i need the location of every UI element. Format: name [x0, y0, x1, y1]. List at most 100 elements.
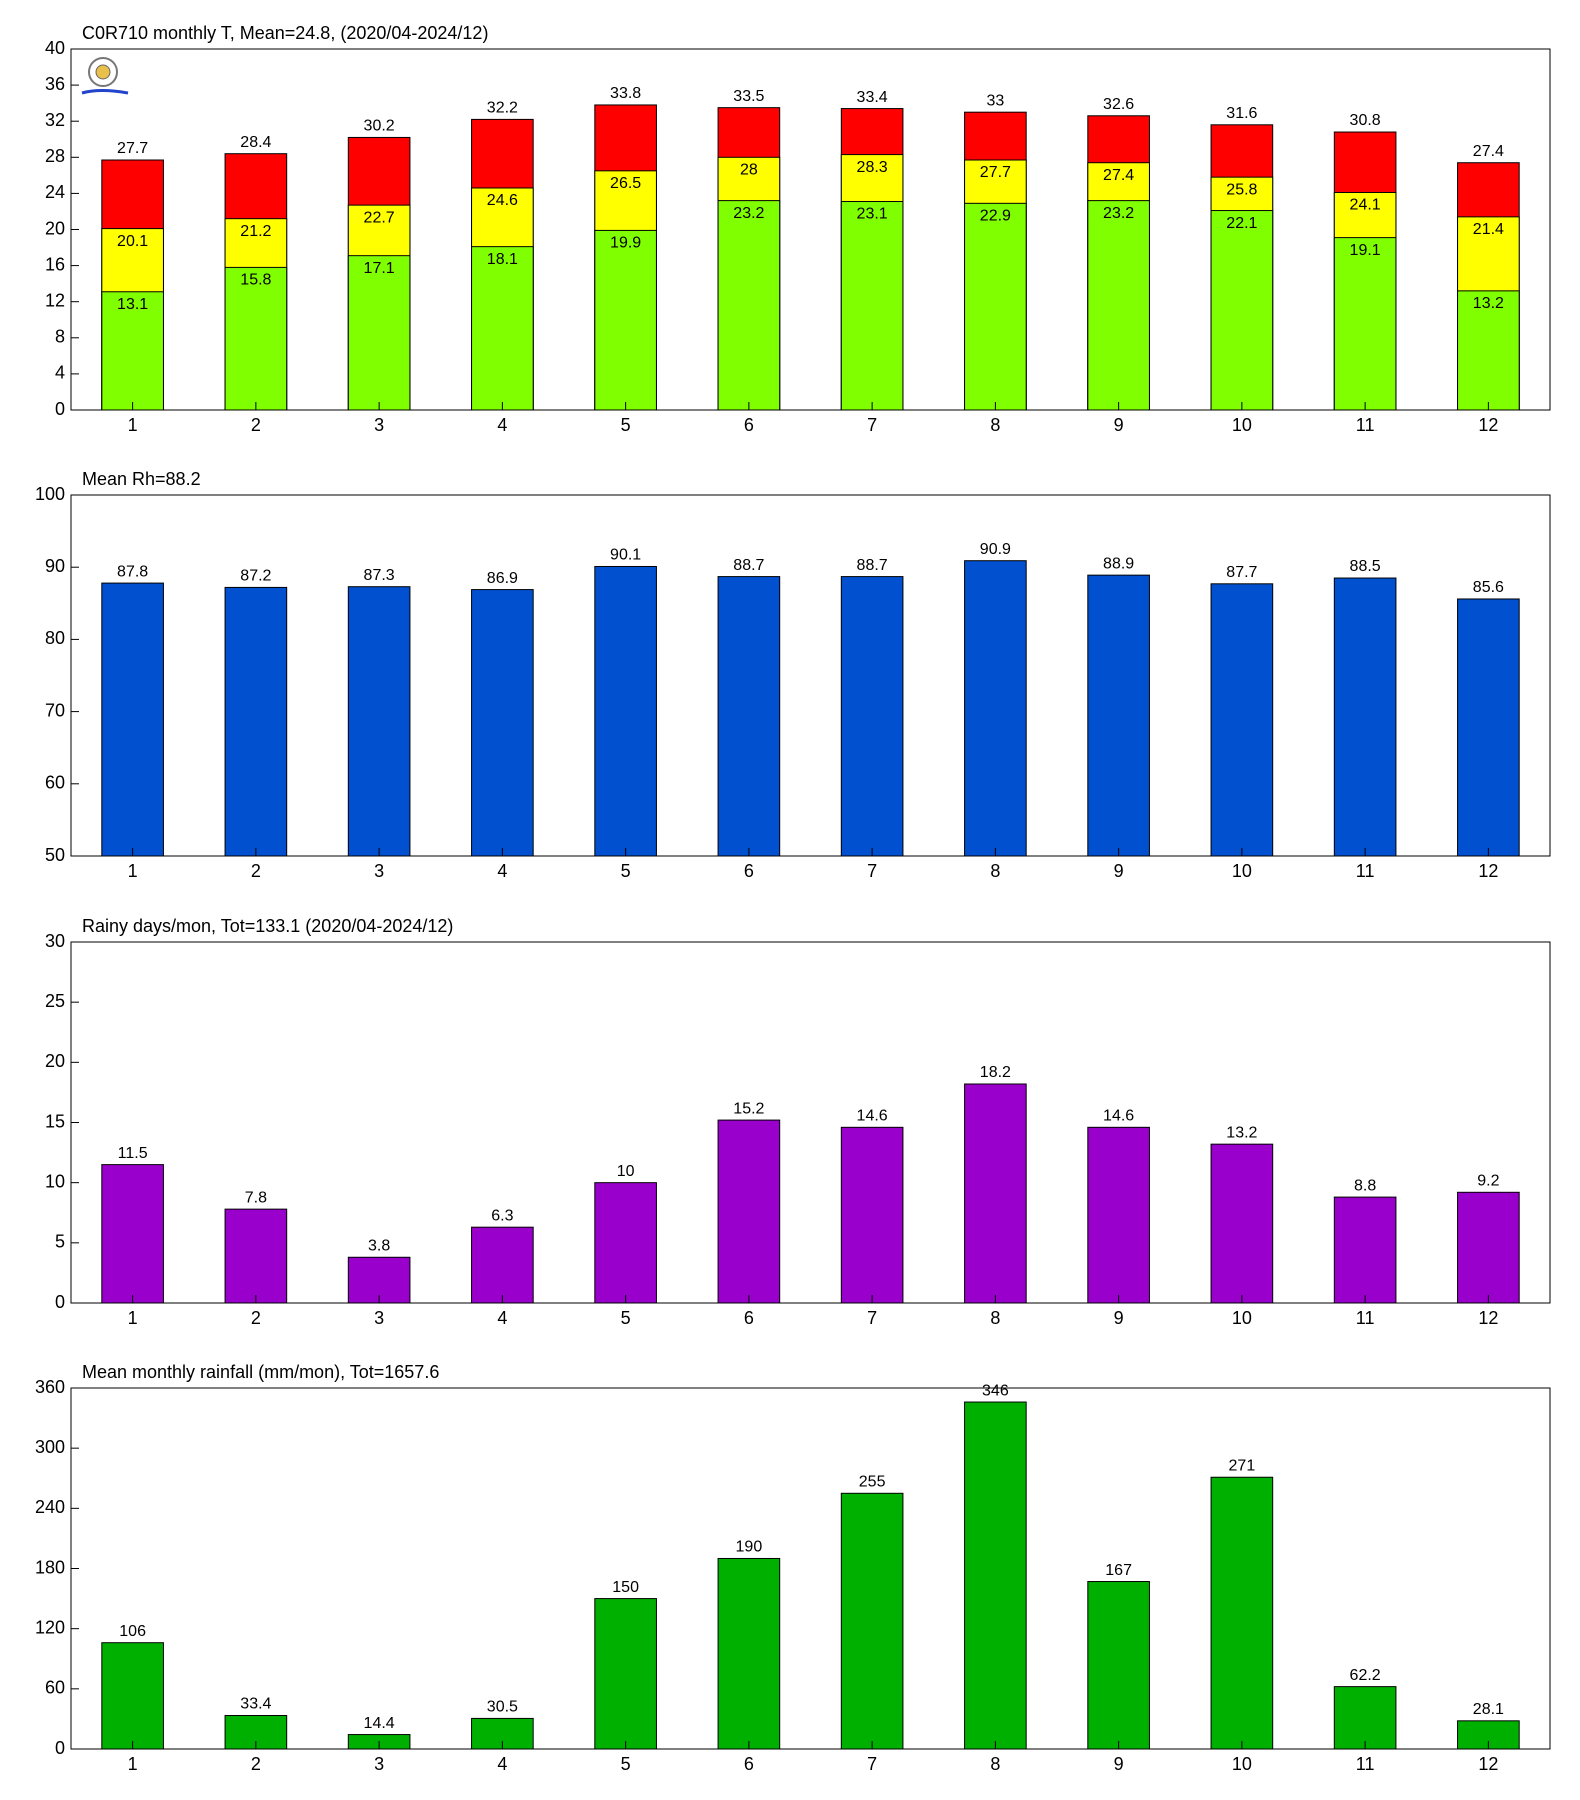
y-tick-label: 0 — [55, 1292, 65, 1312]
data-label: 24.6 — [487, 192, 518, 209]
x-tick-label: 8 — [990, 1754, 1000, 1774]
y-tick-label: 60 — [45, 1678, 65, 1698]
data-label: 19.1 — [1350, 242, 1381, 259]
x-tick-label: 3 — [374, 861, 384, 881]
bar — [1333, 1686, 1397, 1750]
x-tick-label: 5 — [621, 1754, 631, 1774]
data-label: 150 — [612, 1579, 639, 1596]
x-tick-label: 6 — [744, 861, 754, 881]
data-label: 90.9 — [980, 541, 1011, 558]
y-tick-label: 36 — [45, 74, 65, 94]
x-tick-label: 4 — [497, 1754, 507, 1774]
plot-frame — [70, 48, 1551, 411]
x-tick-label: 2 — [251, 861, 261, 881]
x-tick-label: 8 — [990, 1308, 1000, 1328]
x-tick-label: 10 — [1232, 415, 1252, 435]
chart-title: Mean monthly rainfall (mm/mon), Tot=1657… — [82, 1362, 439, 1382]
bar — [1210, 583, 1274, 857]
x-tick-label: 1 — [128, 415, 138, 435]
bar — [1457, 1720, 1520, 1750]
bar — [101, 1164, 164, 1304]
data-label: 19.9 — [610, 235, 641, 252]
y-tick-label: 15 — [45, 1111, 65, 1131]
data-label: 27.7 — [980, 164, 1011, 181]
data-label: 13.2 — [1473, 295, 1504, 312]
x-tick-label: 4 — [497, 1308, 507, 1328]
chart-title: C0R710 monthly T, Mean=24.8, (2020/04-20… — [82, 23, 488, 43]
data-label: 9.2 — [1477, 1173, 1499, 1190]
data-label: 11.5 — [118, 1145, 148, 1162]
data-label: 255 — [859, 1474, 886, 1491]
x-tick-label: 7 — [867, 1308, 877, 1328]
x-tick-label: 7 — [867, 415, 877, 435]
y-tick-label: 70 — [45, 700, 65, 720]
y-tick-label: 100 — [35, 484, 65, 504]
x-tick-label: 9 — [1114, 415, 1124, 435]
data-label: 88.5 — [1350, 558, 1381, 575]
logo-center — [95, 64, 111, 80]
bar — [840, 1126, 904, 1304]
x-tick-label: 9 — [1114, 1754, 1124, 1774]
data-label: 10 — [617, 1163, 635, 1180]
bar — [1457, 1191, 1520, 1304]
y-tick-label: 50 — [45, 845, 65, 865]
data-label: 33.5 — [733, 88, 764, 105]
x-tick-label: 3 — [374, 1308, 384, 1328]
x-tick-label: 10 — [1232, 1754, 1252, 1774]
x-tick-label: 9 — [1114, 861, 1124, 881]
bar — [471, 246, 534, 411]
bar — [964, 1401, 1027, 1750]
bar — [1333, 577, 1397, 857]
data-label: 86.9 — [487, 570, 518, 587]
bar — [717, 1557, 781, 1750]
bar — [101, 582, 164, 857]
data-label: 21.4 — [1473, 221, 1504, 238]
y-tick-label: 300 — [35, 1437, 65, 1457]
y-tick-label: 10 — [45, 1171, 65, 1191]
x-tick-label: 8 — [990, 861, 1000, 881]
y-tick-label: 12 — [45, 290, 65, 310]
x-tick-label: 12 — [1478, 1308, 1498, 1328]
x-tick-label: 7 — [867, 1754, 877, 1774]
data-label: 22.7 — [364, 209, 395, 226]
data-label: 87.3 — [364, 567, 395, 584]
data-label: 90.1 — [610, 547, 641, 564]
x-tick-label: 2 — [251, 1754, 261, 1774]
data-label: 17.1 — [364, 260, 395, 277]
x-tick-label: 6 — [744, 1754, 754, 1774]
chart-title: Rainy days/mon, Tot=133.1 (2020/04-2024/… — [82, 916, 453, 936]
bar — [594, 565, 657, 857]
bar — [840, 1492, 904, 1750]
bar — [101, 1642, 164, 1750]
chart-title: Mean Rh=88.2 — [82, 469, 201, 489]
data-label: 14.6 — [1103, 1108, 1134, 1125]
bar — [1210, 1143, 1274, 1304]
x-tick-label: 5 — [621, 415, 631, 435]
data-label: 88.7 — [733, 557, 764, 574]
bar — [594, 1182, 657, 1304]
data-label: 87.7 — [1226, 564, 1257, 581]
data-label: 26.5 — [610, 175, 641, 192]
data-label: 14.4 — [364, 1715, 395, 1732]
bar — [1087, 200, 1150, 411]
data-label: 28.4 — [240, 134, 271, 151]
x-tick-label: 11 — [1356, 1308, 1375, 1328]
x-tick-label: 2 — [251, 415, 261, 435]
x-tick-label: 12 — [1478, 861, 1498, 881]
data-label: 85.6 — [1473, 579, 1504, 596]
data-label: 22.1 — [1226, 215, 1257, 232]
bar — [840, 201, 904, 411]
data-label: 62.2 — [1350, 1667, 1381, 1684]
y-tick-label: 80 — [45, 628, 65, 648]
x-tick-label: 3 — [374, 415, 384, 435]
bar — [964, 202, 1027, 411]
plot-frame — [70, 941, 1551, 1304]
x-tick-label: 8 — [990, 415, 1000, 435]
data-label: 32.6 — [1103, 96, 1134, 113]
data-label: 28 — [740, 162, 758, 179]
bar — [964, 1083, 1027, 1304]
data-label: 25.8 — [1226, 181, 1257, 198]
x-tick-label: 5 — [621, 1308, 631, 1328]
bar — [224, 266, 288, 411]
data-label: 271 — [1229, 1457, 1256, 1474]
